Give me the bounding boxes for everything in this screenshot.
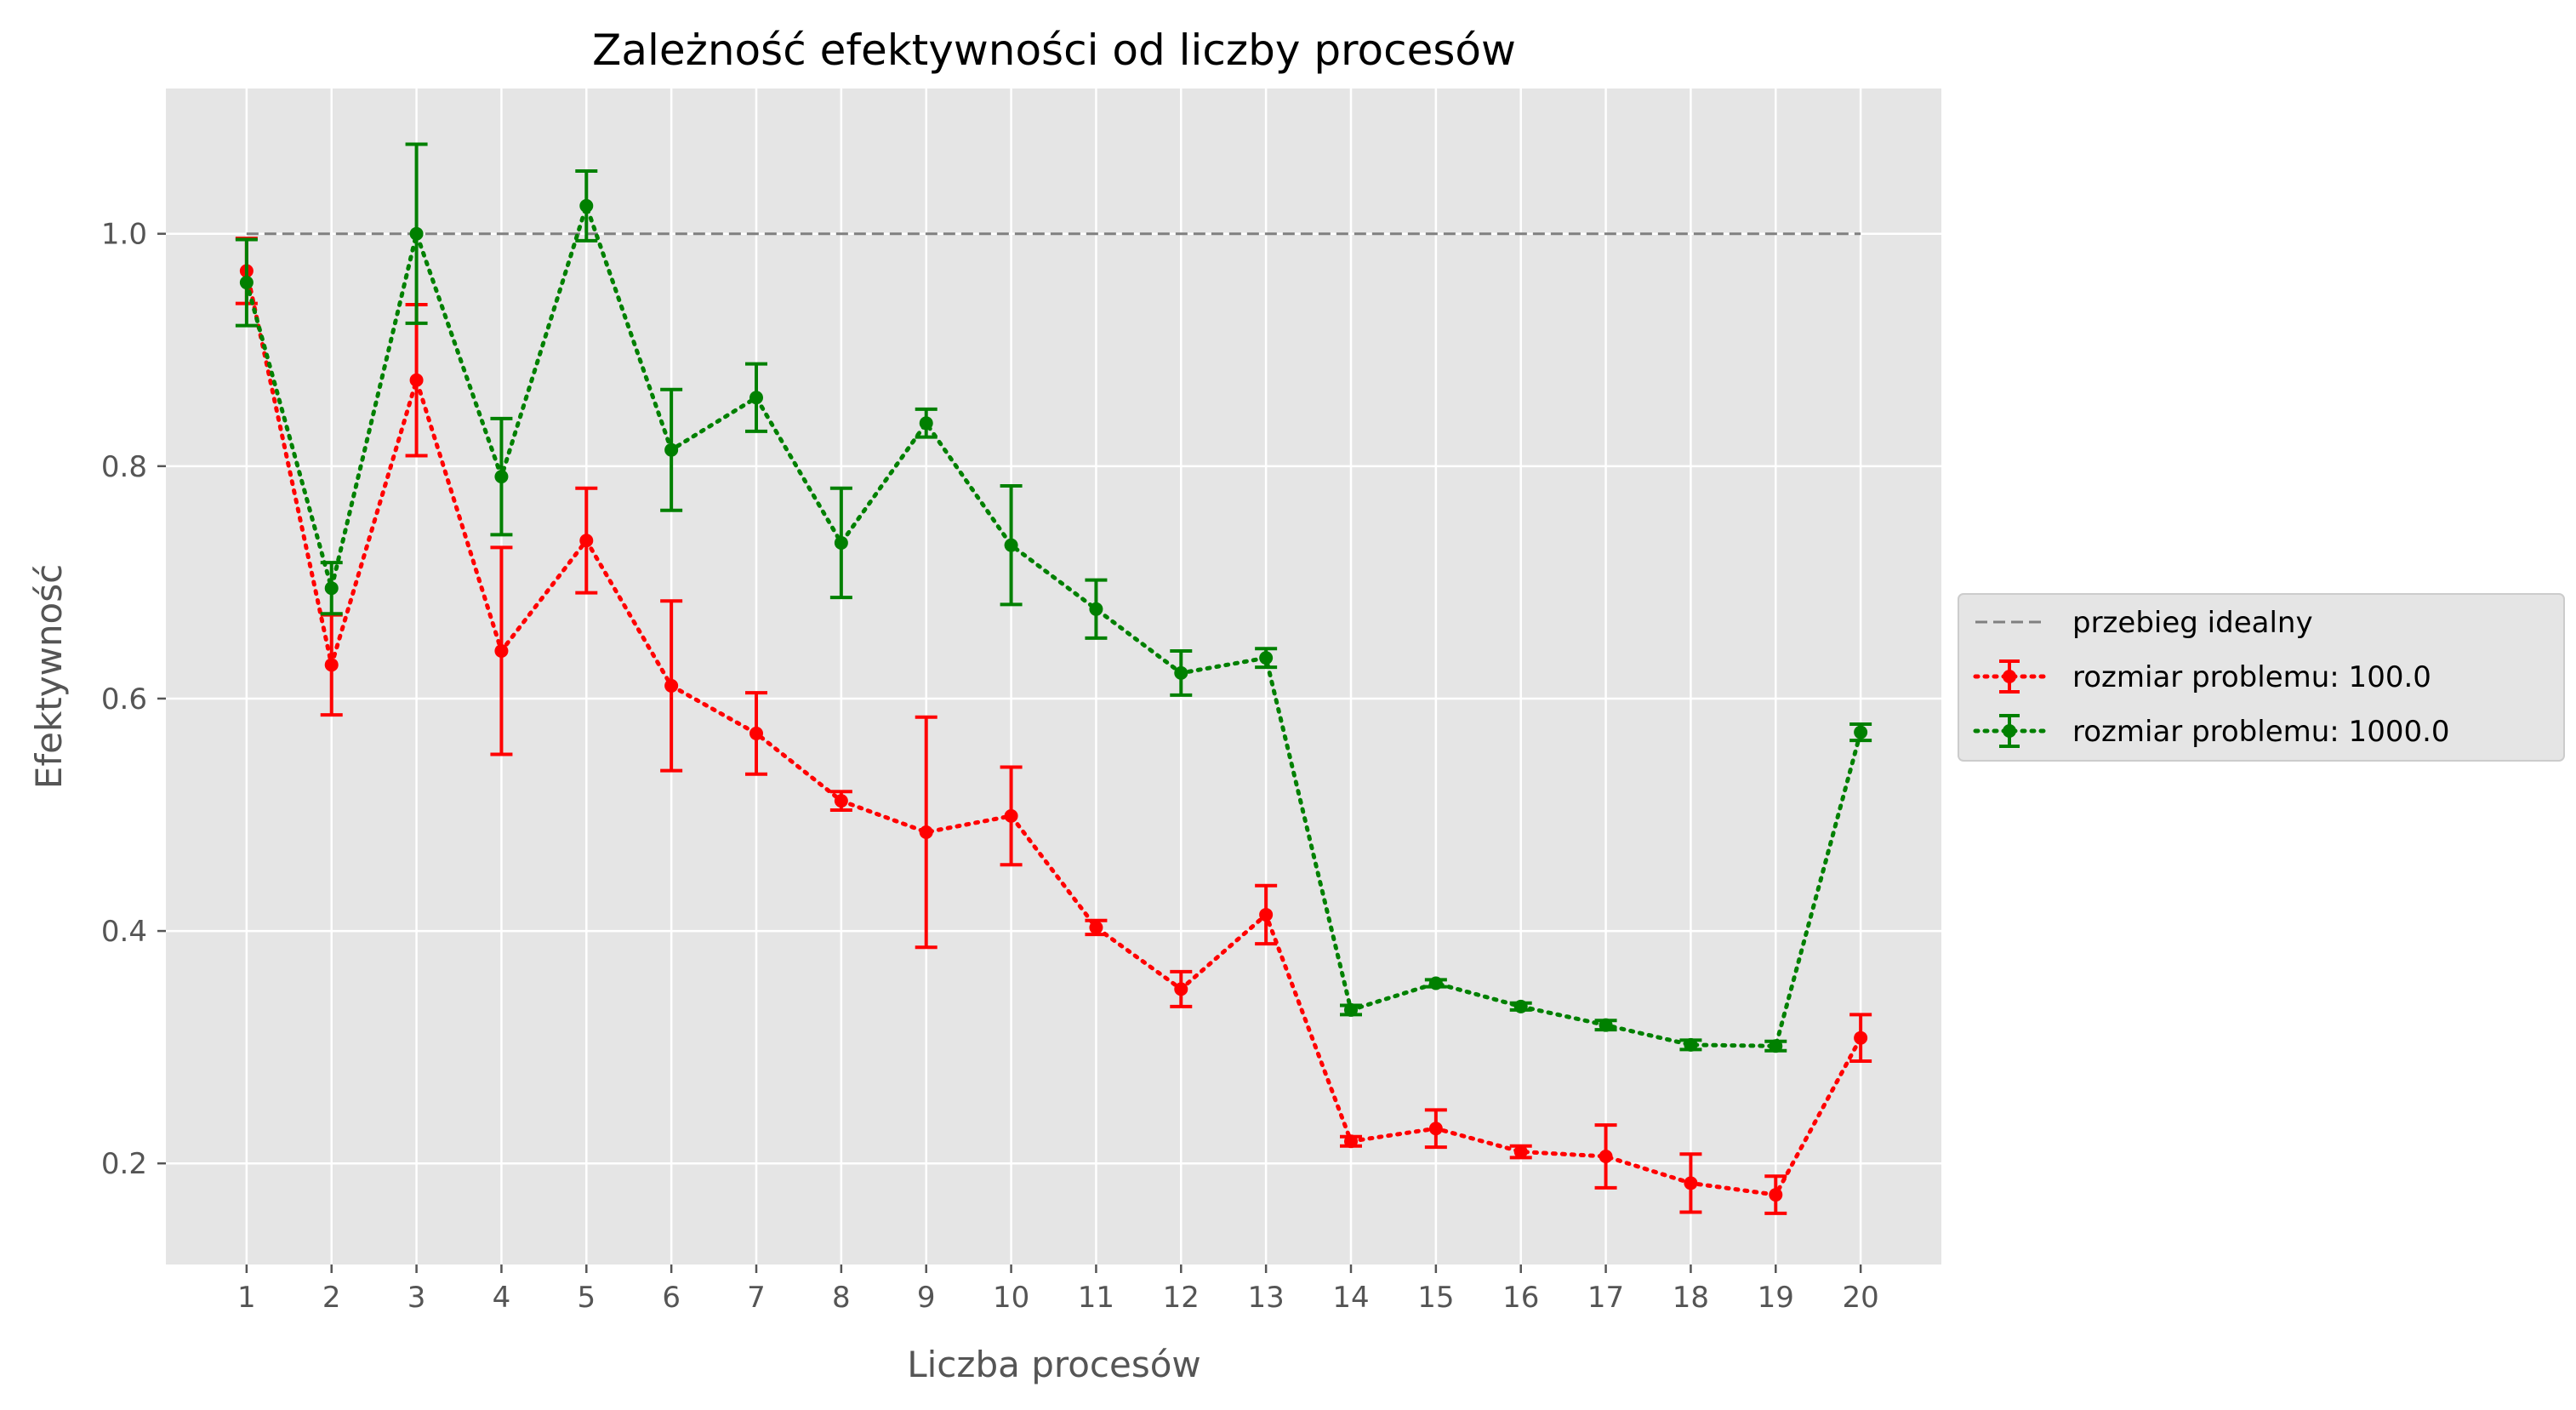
x-tick-label: 18 [1673, 1281, 1709, 1315]
data-point [1599, 1149, 1613, 1163]
data-point [749, 391, 764, 405]
legend-series-100-label: rozmiar problemu: 100.0 [2072, 660, 2431, 694]
data-point [749, 726, 764, 740]
x-tick-label: 20 [1843, 1281, 1879, 1315]
plot-area [166, 88, 1941, 1264]
data-point [1343, 1002, 1358, 1017]
x-tick-label: 6 [662, 1281, 681, 1315]
data-point [239, 276, 254, 290]
legend: przebieg idealny rozmiar problemu: 100.0… [1958, 593, 2565, 762]
data-point [664, 442, 679, 457]
data-point [919, 416, 933, 431]
data-point [1769, 1039, 1783, 1053]
data-point [1004, 538, 1018, 552]
legend-marker-series-1000 [1973, 714, 2046, 748]
chart-title: Zależność efektywności od liczby procesó… [592, 26, 1516, 75]
ticks: 1 2 3 4 5 6 7 8 9 10 11 12 13 14 15 16 17 18 19 200.20.40.6… [101, 218, 1879, 1315]
x-tick-label: 19 [1758, 1281, 1794, 1315]
data-point [1259, 907, 1274, 922]
x-tick-label: 4 [493, 1281, 511, 1315]
y-tick-label: 0.8 [101, 450, 147, 484]
data-point [1343, 1134, 1358, 1149]
data-point [664, 678, 679, 693]
data-point [1004, 808, 1018, 823]
data-point [834, 535, 848, 550]
x-tick-label: 13 [1248, 1281, 1285, 1315]
data-point [1513, 1145, 1528, 1159]
data-point [1428, 976, 1443, 990]
x-tick-label: 9 [917, 1281, 936, 1315]
legend-box [1958, 593, 2565, 762]
data-point [494, 643, 509, 658]
x-tick-label: 8 [832, 1281, 851, 1315]
data-point [579, 198, 594, 213]
legend-marker-series-100 [1973, 659, 2046, 694]
data-point [1174, 665, 1188, 680]
data-point [1174, 982, 1188, 996]
x-tick-label: 3 [407, 1281, 426, 1315]
series-1 [235, 142, 1872, 1053]
x-tick-label: 5 [577, 1281, 596, 1315]
y-tick-label: 1.0 [101, 218, 147, 252]
data-point [919, 825, 933, 839]
data-point [409, 373, 424, 387]
data-point [1599, 1018, 1613, 1032]
x-axis-label: Liczba procesów [907, 1344, 1201, 1385]
data-point [1854, 725, 1868, 739]
data-point [494, 470, 509, 484]
x-tick-label: 2 [322, 1281, 341, 1315]
y-tick-label: 0.6 [101, 682, 147, 716]
series-0 [235, 237, 1872, 1215]
x-tick-label: 11 [1078, 1281, 1114, 1315]
legend-ideal-label: przebieg idealny [2072, 606, 2313, 640]
series-layer [235, 142, 1872, 1215]
data-point [1089, 602, 1103, 616]
y-tick-label: 0.2 [101, 1147, 147, 1181]
legend-series-1000-label: rozmiar problemu: 1000.0 [2072, 715, 2450, 749]
data-point [1769, 1188, 1783, 1202]
x-tick-label: 12 [1163, 1281, 1200, 1315]
data-point [1428, 1122, 1443, 1136]
data-point [1684, 1037, 1698, 1052]
x-tick-label: 15 [1417, 1281, 1454, 1315]
x-tick-label: 16 [1502, 1281, 1539, 1315]
x-tick-label: 17 [1587, 1281, 1624, 1315]
series-line [244, 268, 1863, 1197]
data-point [324, 658, 339, 672]
data-point [1259, 651, 1274, 665]
x-tick-label: 7 [747, 1281, 766, 1315]
data-point [1684, 1176, 1698, 1190]
y-tick-label: 0.4 [101, 915, 147, 949]
data-point [579, 534, 594, 548]
y-axis-label: Efektywność [28, 564, 70, 789]
data-point [1854, 1030, 1868, 1045]
data-point [1513, 999, 1528, 1013]
data-point [324, 581, 339, 596]
series-line [244, 198, 1863, 1048]
data-point [409, 226, 424, 241]
x-tick-label: 14 [1332, 1281, 1369, 1315]
data-point [834, 794, 848, 808]
x-tick-label: 10 [993, 1281, 1029, 1315]
data-point [1089, 920, 1103, 934]
x-tick-label: 1 [237, 1281, 256, 1315]
